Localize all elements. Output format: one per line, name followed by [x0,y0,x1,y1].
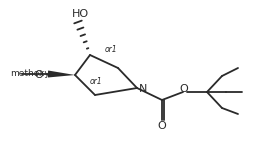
Text: or1: or1 [90,77,103,87]
Text: methoxy: methoxy [10,69,50,79]
Polygon shape [48,70,75,77]
Text: O: O [180,84,188,94]
Text: HO: HO [72,9,89,19]
Text: O: O [34,70,43,80]
Text: N: N [139,84,147,94]
Text: or1: or1 [105,46,118,54]
Text: O: O [158,121,166,131]
